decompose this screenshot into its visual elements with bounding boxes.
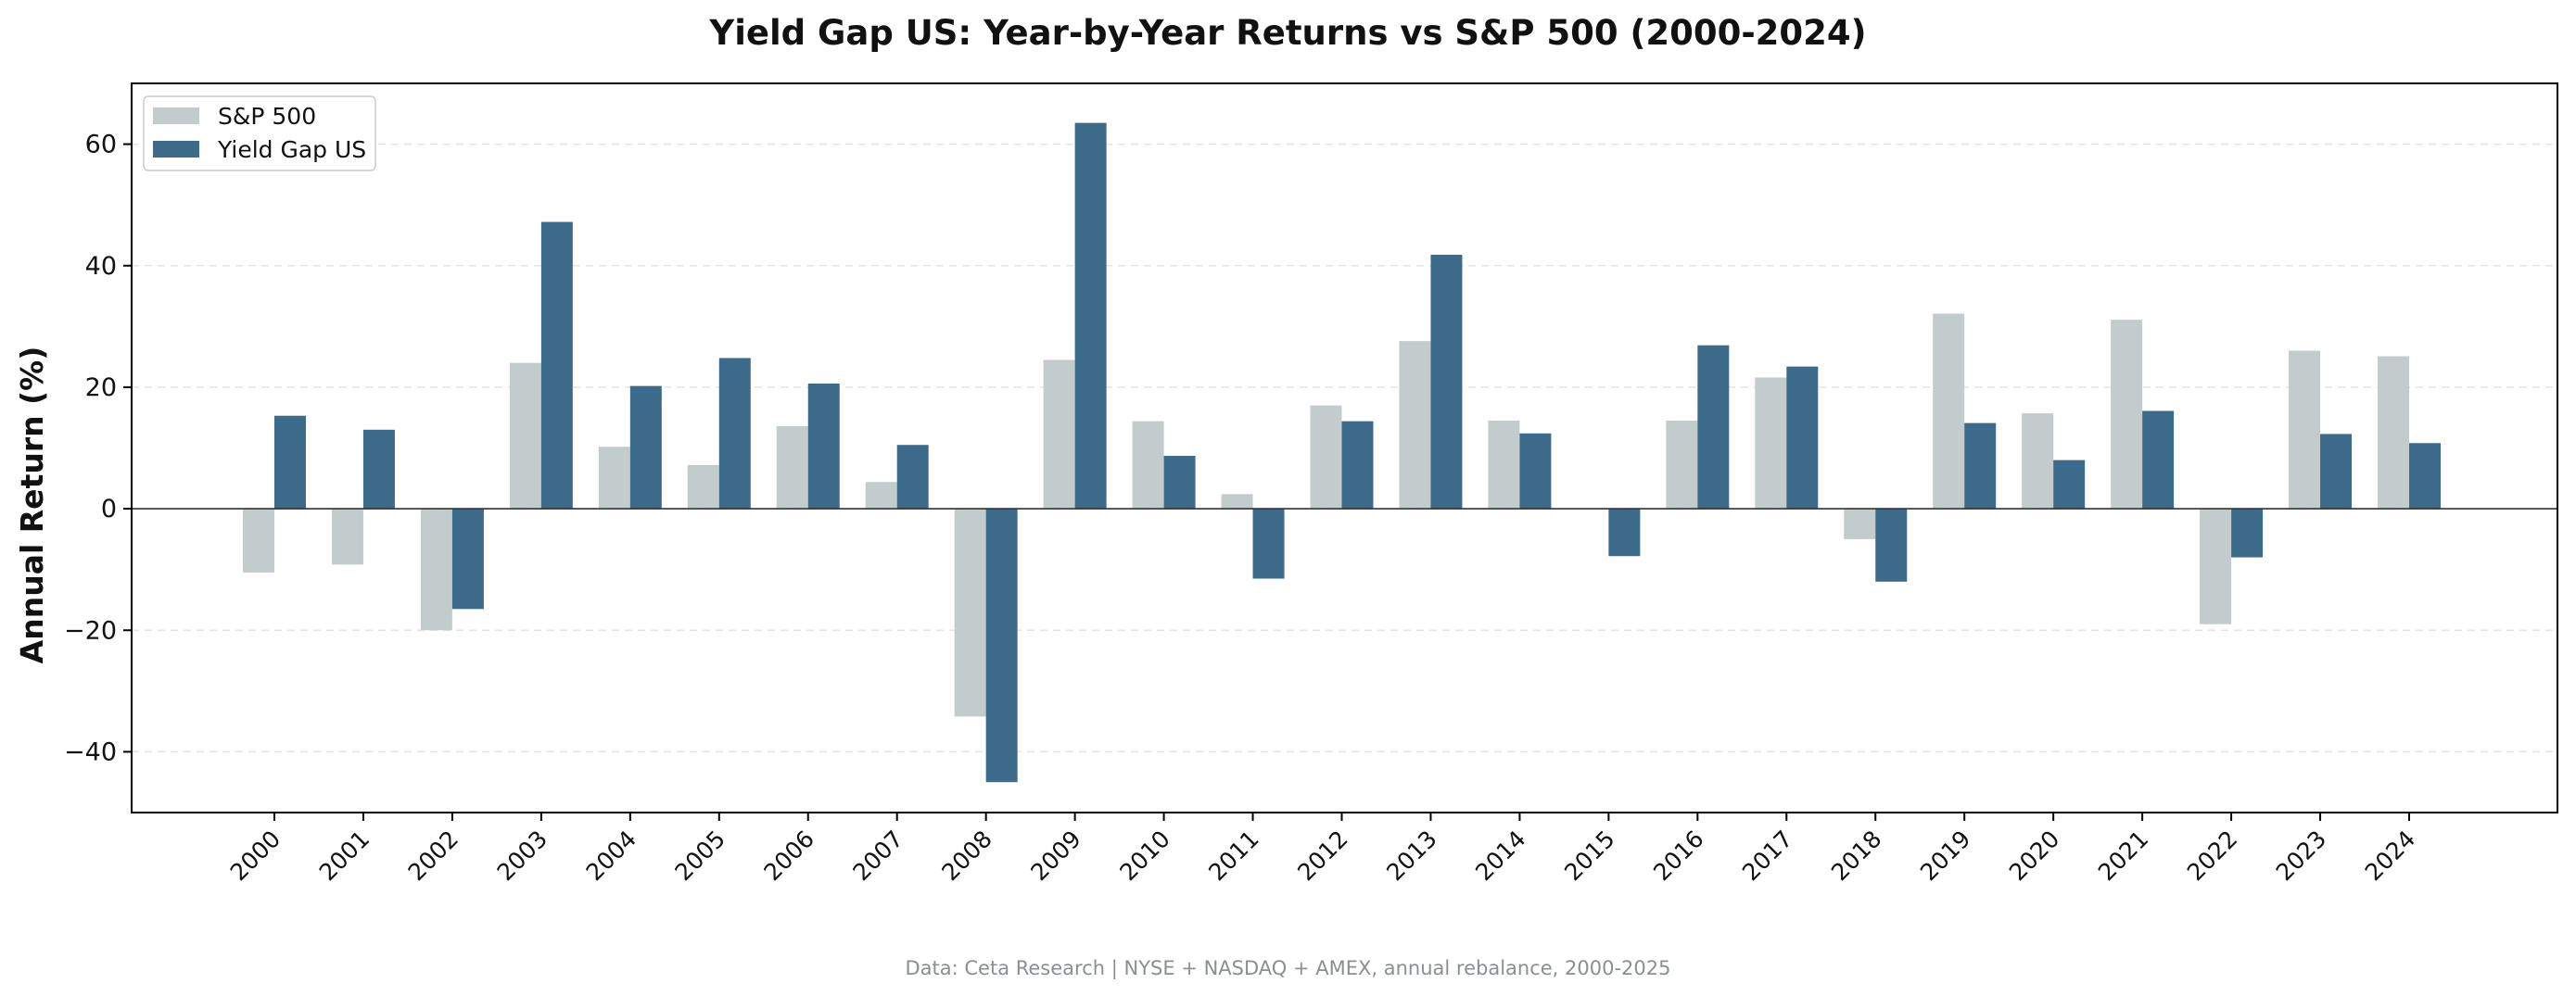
bar-sp500-2022 <box>2200 509 2232 624</box>
x-tick-label-2017: 2017 <box>1737 826 1797 886</box>
x-tick-label-2001: 2001 <box>314 826 374 886</box>
bar-yield-gap-2009 <box>1074 122 1107 510</box>
bar-sp500-2009 <box>1043 359 1075 510</box>
x-tick-label-2021: 2021 <box>2093 826 2153 886</box>
x-tick-label-2024: 2024 <box>2360 826 2420 886</box>
bar-sp500-2001 <box>331 509 363 565</box>
y-tick-label: −20 <box>64 616 117 645</box>
legend-label-yield-gap: Yield Gap US <box>217 136 366 163</box>
bar-yield-gap-2010 <box>1163 456 1196 510</box>
bars <box>243 122 2441 783</box>
bar-sp500-2004 <box>598 447 630 510</box>
bar-sp500-2006 <box>776 425 808 510</box>
x-tick-label-2003: 2003 <box>492 826 552 886</box>
bar-sp500-2024 <box>2378 356 2409 510</box>
bar-sp500-2010 <box>1132 421 1164 510</box>
bar-yield-gap-2015 <box>1608 509 1641 557</box>
bar-yield-gap-2023 <box>2320 434 2353 510</box>
bar-yield-gap-2018 <box>1875 509 1908 582</box>
x-tick-label-2016: 2016 <box>1648 826 1708 886</box>
bar-yield-gap-2007 <box>896 445 929 510</box>
bar-yield-gap-2020 <box>2053 460 2086 510</box>
bar-sp500-2012 <box>1310 405 1342 510</box>
legend-box <box>143 95 376 171</box>
x-tick-label-2014: 2014 <box>1470 826 1530 886</box>
y-tick-label: 60 <box>85 131 117 159</box>
bar-yield-gap-2017 <box>1786 366 1819 510</box>
y-tick-label: 40 <box>85 252 117 281</box>
bar-sp500-2014 <box>1488 420 1520 510</box>
y-axis-ticks: −40 −20 0 20 40 60 <box>64 131 132 766</box>
x-tick-label-2000: 2000 <box>225 826 286 886</box>
bar-yield-gap-2012 <box>1341 421 1374 510</box>
x-tick-label-2013: 2013 <box>1381 826 1441 886</box>
x-tick-label-2006: 2006 <box>758 826 818 886</box>
bar-yield-gap-2005 <box>718 358 751 510</box>
bar-sp500-2021 <box>2111 320 2143 510</box>
x-tick-label-2011: 2011 <box>1203 826 1263 886</box>
bar-yield-gap-2004 <box>629 385 662 510</box>
bar-yield-gap-2006 <box>807 383 840 510</box>
bar-sp500-2016 <box>1666 420 1698 510</box>
bar-yield-gap-2021 <box>2142 410 2175 510</box>
bar-sp500-2017 <box>1755 377 1787 510</box>
x-tick-label-2010: 2010 <box>1114 826 1174 886</box>
x-tick-label-2008: 2008 <box>936 826 996 886</box>
x-tick-label-2004: 2004 <box>581 826 641 886</box>
legend-swatch-yield-gap <box>153 141 199 158</box>
y-tick-label: −40 <box>64 738 117 766</box>
bar-sp500-2019 <box>1933 313 1965 510</box>
bar-yield-gap-2013 <box>1430 254 1463 510</box>
x-tick-label-2007: 2007 <box>847 826 907 886</box>
chart-title: Yield Gap US: Year-by-Year Returns vs S&… <box>708 13 1866 53</box>
x-tick-label-2009: 2009 <box>1025 826 1085 886</box>
x-axis-ticks: 2000 2001 2002 2003 2004 2005 2006 2007 2008 2009… <box>225 813 2420 886</box>
plot-frame <box>131 82 2558 813</box>
bar-sp500-2000 <box>243 509 274 573</box>
x-tick-label-2018: 2018 <box>1826 826 1886 886</box>
legend-swatch-sp500 <box>153 107 199 124</box>
x-tick-label-2023: 2023 <box>2271 826 2331 886</box>
bar-sp500-2020 <box>2022 413 2054 510</box>
y-tick-label: 0 <box>101 495 117 523</box>
x-tick-label-2019: 2019 <box>1915 826 1975 886</box>
bar-yield-gap-2001 <box>362 429 395 510</box>
bar-sp500-2002 <box>420 509 452 631</box>
legend: S&P 500 Yield Gap US <box>143 95 376 171</box>
bar-yield-gap-2008 <box>985 509 1018 783</box>
x-tick-label-2015: 2015 <box>1559 826 1619 886</box>
x-tick-label-2020: 2020 <box>2004 826 2064 886</box>
y-tick-label: 20 <box>85 373 117 402</box>
bar-sp500-2011 <box>1221 494 1253 510</box>
bar-yield-gap-2022 <box>2231 509 2264 558</box>
bar-sp500-2018 <box>1844 509 1876 539</box>
bar-sp500-2005 <box>687 464 719 510</box>
bar-yield-gap-2000 <box>274 415 306 510</box>
bar-yield-gap-2024 <box>2409 443 2441 510</box>
bar-yield-gap-2019 <box>1964 422 1997 510</box>
bar-sp500-2003 <box>509 362 541 510</box>
legend-label-sp500: S&P 500 <box>218 103 316 130</box>
x-tick-label-2005: 2005 <box>670 826 730 886</box>
y-axis-label: Annual Return (%) <box>14 347 50 664</box>
footer-note: Data: Ceta Research | NYSE + NASDAQ + AM… <box>905 957 1670 980</box>
bar-yield-gap-2014 <box>1519 433 1552 510</box>
bar-yield-gap-2016 <box>1697 345 1730 510</box>
bar-sp500-2023 <box>2289 350 2321 510</box>
x-tick-label-2002: 2002 <box>403 826 463 886</box>
bar-sp500-2008 <box>954 509 986 717</box>
bar-yield-gap-2003 <box>540 221 573 510</box>
bar-yield-gap-2011 <box>1252 509 1285 579</box>
bar-sp500-2007 <box>865 482 897 510</box>
x-tick-label-2012: 2012 <box>1292 826 1352 886</box>
bar-sp500-2013 <box>1399 341 1431 510</box>
x-tick-label-2022: 2022 <box>2182 826 2242 886</box>
bar-yield-gap-2002 <box>451 509 484 610</box>
